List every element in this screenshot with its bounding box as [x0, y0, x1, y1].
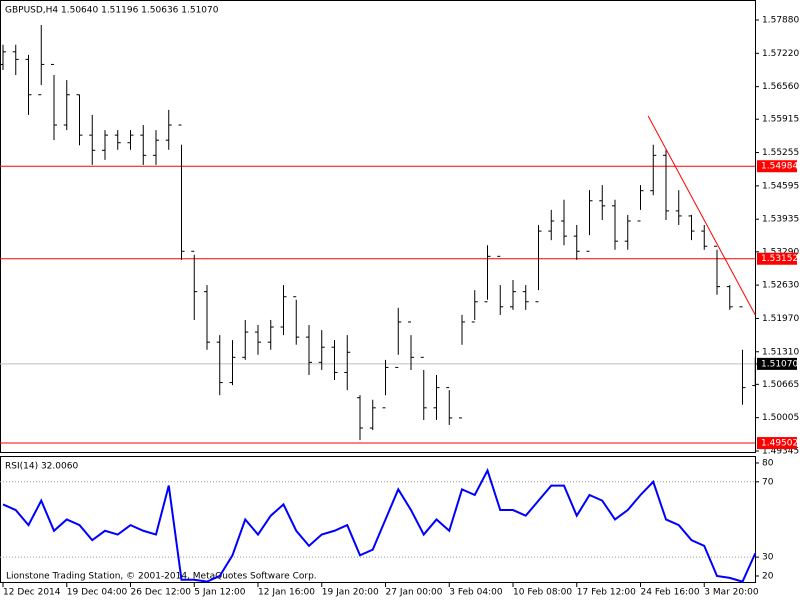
current-price-label: 1.51070: [761, 359, 798, 369]
chart-title: GBPUSD,H4 1.50640 1.51196 1.50636 1.5107…: [5, 6, 219, 16]
x-tick-label: 12 Jan 16:00: [258, 588, 315, 598]
x-tick-label: 19 Jan 20:00: [322, 588, 379, 598]
y-tick-label: 80: [762, 458, 774, 468]
price-panel: [0, 0, 756, 453]
y-tick-label: 1.52630: [762, 281, 799, 291]
x-tick-label: 17 Feb 12:00: [577, 588, 636, 598]
level-tag: [757, 160, 797, 173]
y-tick-label: 1.51310: [762, 347, 799, 357]
y-tick-label: 30: [762, 553, 774, 563]
x-tick-label: 19 Dec 04:00: [67, 588, 128, 598]
y-tick-label: 1.50665: [762, 380, 799, 390]
current-price-tag: [757, 357, 797, 370]
y-tick-label: 1.57880: [762, 15, 799, 25]
x-tick-label: 3 Mar 20:00: [704, 588, 759, 598]
y-tick-label: 1.53290: [762, 247, 799, 257]
level-tag: [757, 252, 797, 265]
trendline: [647, 115, 756, 316]
y-tick-label: 1.57220: [762, 49, 799, 59]
y-tick-label: 1.51970: [762, 314, 799, 324]
y-tick-label: 1.54595: [762, 181, 799, 191]
y-tick-label: 1.56560: [762, 82, 799, 92]
level-label: 1.54984: [761, 162, 798, 172]
y-tick-label: 1.49345: [762, 446, 799, 456]
y-tick-label: 1.50005: [762, 413, 799, 423]
y-tick-label: 70: [762, 477, 774, 487]
x-tick-label: 3 Feb 04:00: [449, 588, 503, 598]
y-tick-label: 1.53935: [762, 215, 799, 225]
level-label: 1.49502: [761, 439, 798, 449]
x-tick-label: 26 Dec 12:00: [131, 588, 192, 598]
x-tick-label: 5 Jan 12:00: [194, 588, 246, 598]
level-tag: [757, 437, 797, 450]
rsi-title: RSI(14) 32.0060: [5, 462, 78, 472]
rsi-panel: [0, 456, 756, 583]
x-tick-label: 24 Feb 16:00: [641, 588, 700, 598]
y-tick-label: 1.55915: [762, 115, 799, 125]
x-tick-label: 27 Jan 00:00: [386, 588, 443, 598]
x-tick-label: 12 Dec 2014: [3, 588, 61, 598]
x-tick-label: 10 Feb 08:00: [513, 588, 572, 598]
y-tick-label: 20: [762, 571, 774, 581]
level-label: 1.53152: [761, 254, 798, 264]
rsi-line: [2, 467, 757, 583]
copyright: Lionstone Trading Station, © 2001-2014, …: [6, 572, 317, 582]
y-tick-label: 1.55255: [762, 148, 799, 158]
